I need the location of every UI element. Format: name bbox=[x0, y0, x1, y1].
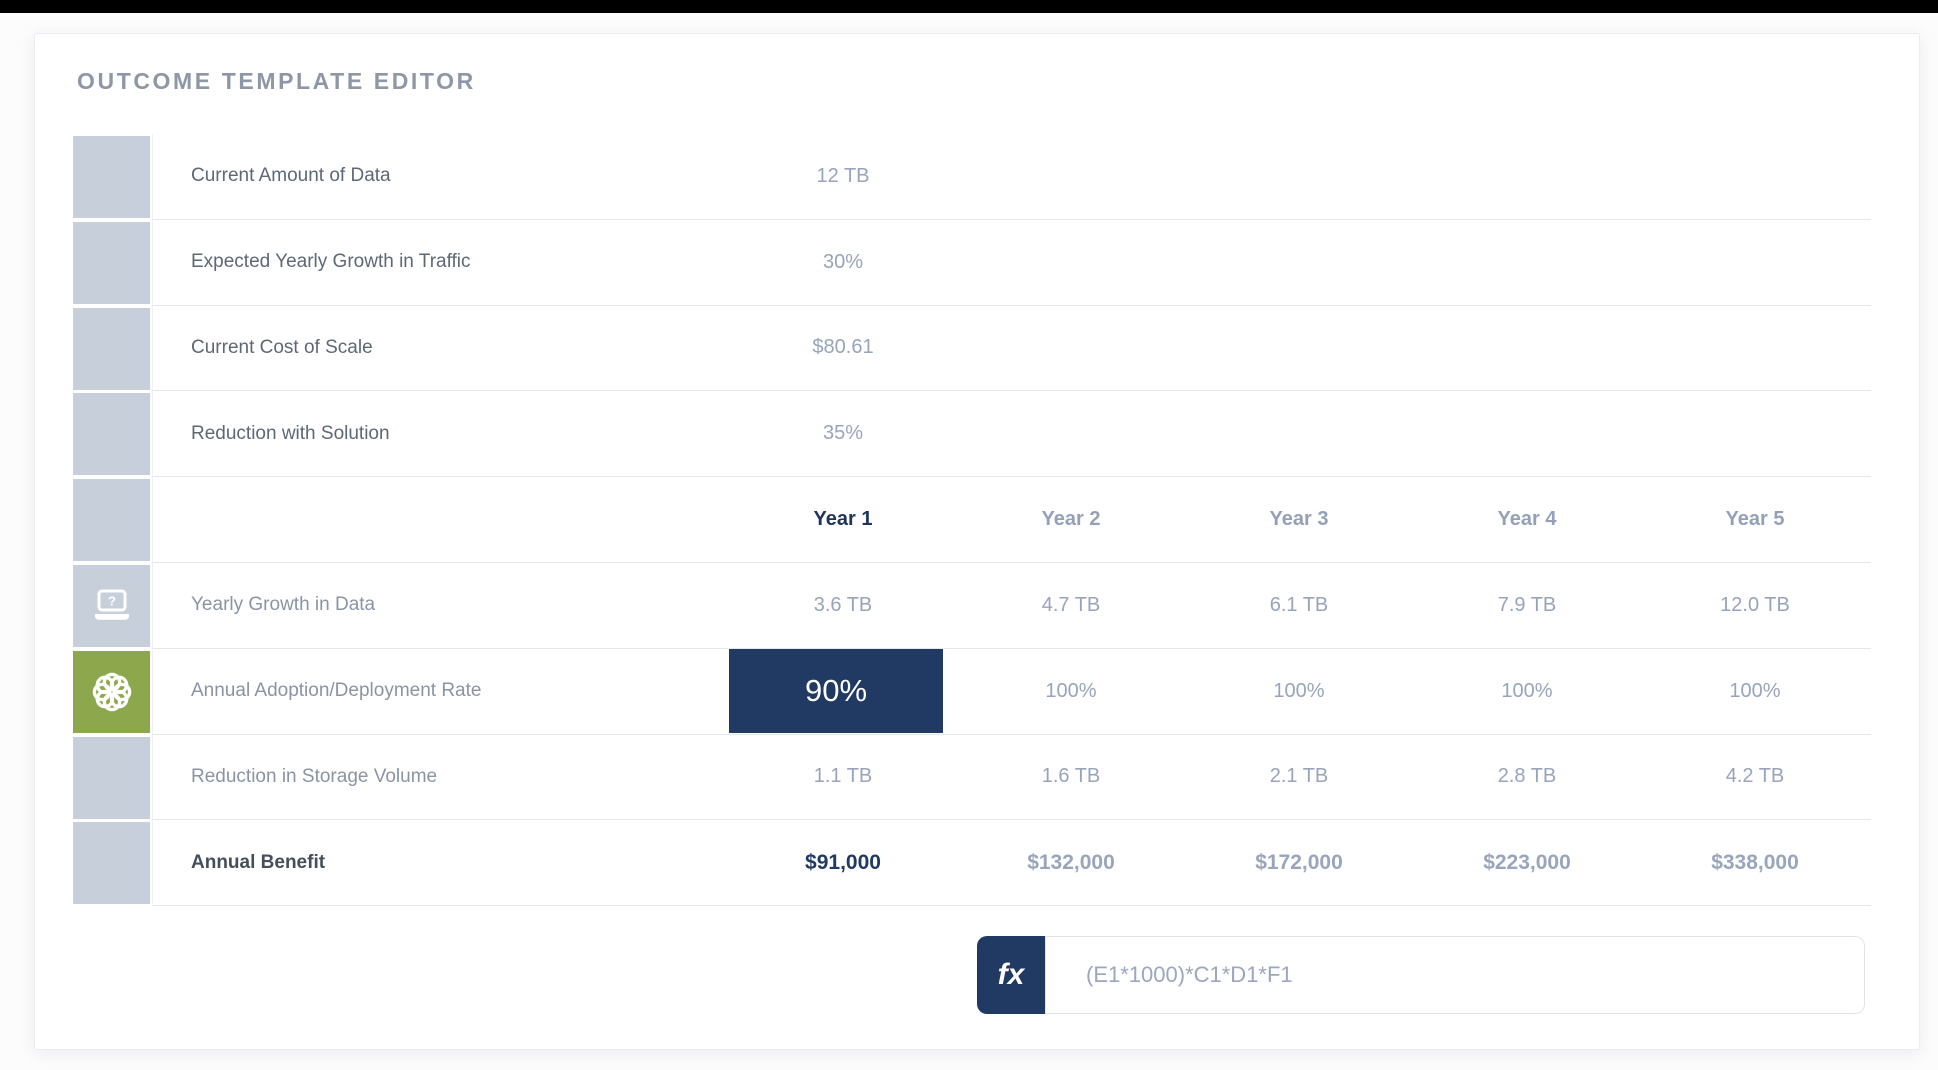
cell-storage-y4[interactable]: 2.8 TB bbox=[1497, 765, 1557, 788]
row-label: Reduction with Solution bbox=[191, 422, 390, 444]
year-2-header: Year 2 bbox=[1041, 508, 1101, 531]
selected-cell-value: 90% bbox=[729, 649, 943, 734]
table-row-storage-reduction: Reduction in Storage Volume 1.1 TB 1.6 T… bbox=[153, 735, 1871, 821]
year-1-header: Year 1 bbox=[813, 508, 873, 531]
cell-growth-y1[interactable]: 3.6 TB bbox=[813, 593, 873, 616]
cell-growth-y3[interactable]: 6.1 TB bbox=[1269, 593, 1329, 616]
cell-storage-y5[interactable]: 4.2 TB bbox=[1725, 765, 1785, 788]
gutter-cell-adoption-rate[interactable] bbox=[73, 651, 150, 733]
row-label: Current Cost of Scale bbox=[191, 336, 373, 358]
outcome-table: Current Amount of Data 12 TB Expected Ye… bbox=[152, 134, 1871, 907]
row-label: Reduction in Storage Volume bbox=[191, 765, 438, 787]
cell-adoption-y4[interactable]: 100% bbox=[1501, 679, 1553, 702]
gutter-cell-row-2[interactable] bbox=[73, 222, 150, 304]
gutter-cell-row-4[interactable] bbox=[73, 393, 150, 475]
table-row-yearly-traffic-growth: Expected Yearly Growth in Traffic 30% bbox=[153, 220, 1871, 306]
cell-storage-y2[interactable]: 1.6 TB bbox=[1041, 765, 1101, 788]
page-title: OUTCOME TEMPLATE EDITOR bbox=[77, 68, 476, 94]
fx-icon: fx bbox=[977, 936, 1045, 1014]
formula-input[interactable] bbox=[1045, 936, 1865, 1014]
cell-benefit-y5[interactable]: $338,000 bbox=[1711, 850, 1799, 874]
cell-benefit-y2[interactable]: $132,000 bbox=[1027, 850, 1115, 874]
table-row-adoption-rate: Annual Adoption/Deployment Rate 90% 100%… bbox=[153, 649, 1871, 735]
table-row-yearly-growth-in-data: Yearly Growth in Data 3.6 TB 4.7 TB 6.1 … bbox=[153, 563, 1871, 649]
cell-cost-of-scale[interactable]: $80.61 bbox=[812, 336, 874, 359]
cell-growth-y4[interactable]: 7.9 TB bbox=[1497, 593, 1557, 616]
table-row-current-data: Current Amount of Data 12 TB bbox=[153, 134, 1871, 220]
table-row-cost-of-scale: Current Cost of Scale $80.61 bbox=[153, 306, 1871, 392]
year-3-header: Year 3 bbox=[1269, 508, 1329, 531]
cell-storage-y3[interactable]: 2.1 TB bbox=[1269, 765, 1329, 788]
row-label: Expected Yearly Growth in Traffic bbox=[191, 251, 471, 273]
gutter-cell-annual-benefit[interactable] bbox=[73, 822, 150, 904]
formula-bar: fx bbox=[977, 936, 1865, 1014]
year-5-header: Year 5 bbox=[1725, 508, 1785, 531]
table-row-year-headers: Year 1 Year 2 Year 3 Year 4 Year 5 bbox=[153, 477, 1871, 563]
flower-icon bbox=[88, 668, 136, 716]
row-label: Annual Adoption/Deployment Rate bbox=[191, 680, 482, 702]
row-label: Yearly Growth in Data bbox=[191, 594, 376, 616]
selected-cell-adoption-y1[interactable]: 90% bbox=[729, 649, 957, 734]
year-4-header: Year 4 bbox=[1497, 508, 1557, 531]
table-row-annual-benefit: Annual Benefit $91,000 $132,000 $172,000… bbox=[153, 820, 1871, 907]
cell-growth-y2[interactable]: 4.7 TB bbox=[1041, 593, 1101, 616]
cell-adoption-y3[interactable]: 100% bbox=[1273, 679, 1325, 702]
cell-adoption-y5[interactable]: 100% bbox=[1729, 679, 1781, 702]
cell-benefit-y4[interactable]: $223,000 bbox=[1483, 850, 1571, 874]
cell-current-data[interactable]: 12 TB bbox=[816, 164, 870, 187]
cell-growth-y5[interactable]: 12.0 TB bbox=[1720, 593, 1790, 616]
row-label: Current Amount of Data bbox=[191, 165, 391, 187]
cell-traffic-growth[interactable]: 30% bbox=[822, 250, 864, 273]
cell-storage-y1[interactable]: 1.1 TB bbox=[813, 765, 873, 788]
svg-text:?: ? bbox=[108, 594, 116, 609]
top-black-bar bbox=[0, 0, 1938, 13]
cell-reduction-with-solution[interactable]: 35% bbox=[822, 422, 864, 445]
cell-benefit-y3[interactable]: $172,000 bbox=[1255, 850, 1343, 874]
outcome-template-editor-card: OUTCOME TEMPLATE EDITOR ? bbox=[34, 33, 1920, 1050]
gutter-cell-yearly-growth[interactable]: ? bbox=[73, 565, 150, 647]
laptop-question-icon: ? bbox=[91, 589, 133, 623]
gutter-cell-storage-reduction[interactable] bbox=[73, 737, 150, 819]
cell-adoption-y2[interactable]: 100% bbox=[1045, 679, 1097, 702]
gutter-cell-year-header-row[interactable] bbox=[73, 479, 150, 561]
gutter-cell-row-1[interactable] bbox=[73, 136, 150, 218]
gutter-cell-row-3[interactable] bbox=[73, 308, 150, 390]
row-label: Annual Benefit bbox=[191, 851, 326, 873]
cell-benefit-y1[interactable]: $91,000 bbox=[805, 850, 881, 874]
table-row-reduction-with-solution: Reduction with Solution 35% bbox=[153, 391, 1871, 478]
